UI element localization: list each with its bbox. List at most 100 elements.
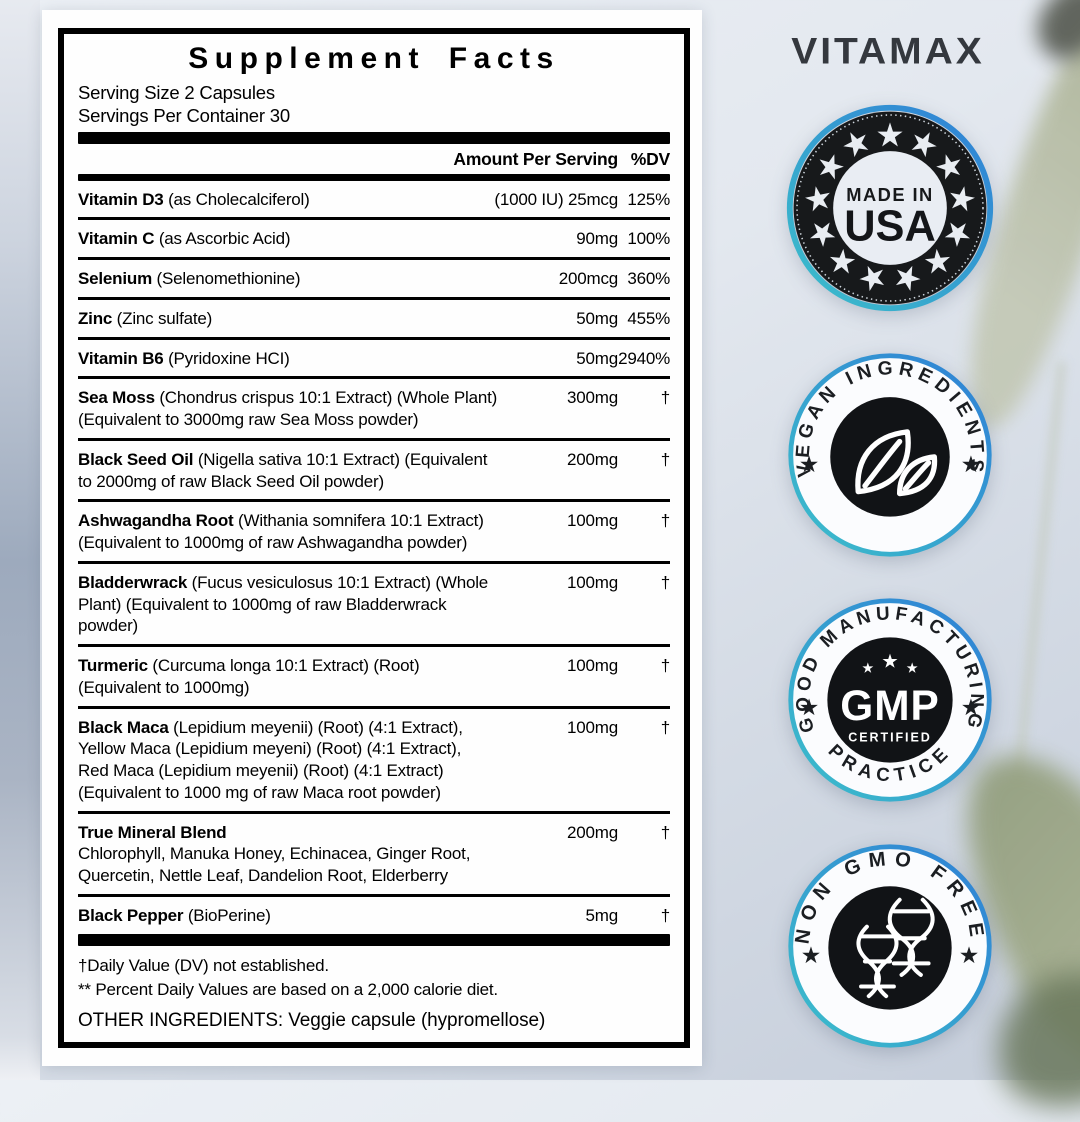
ingredient-name: Black Seed Oil — [78, 449, 194, 469]
ingredient-name: Ashwagandha Root — [78, 511, 234, 531]
ingredient-row: Turmeric (Curcuma longa 10:1 Extract) (R… — [78, 647, 670, 709]
ingredient-name: Sea Moss — [78, 388, 155, 408]
dv-value: † — [660, 511, 670, 531]
ingredient-row: Zinc (Zinc sulfate) 50mg 455% — [78, 300, 670, 340]
made-in-usa-badge: MADE IN USA — [784, 102, 996, 314]
amount-value: 5mg — [585, 905, 619, 925]
ingredient-row: Ashwagandha Root (Withania somnifera 10:… — [78, 502, 670, 564]
ingredient-row: Vitamin C (as Ascorbic Acid) 90mg 100% — [78, 220, 670, 261]
vegan-seal: VEGAN INGREDIENTS — [788, 353, 992, 557]
ingredient-desc: (Curcuma longa 10:1 Extract) (Root) (Equ… — [78, 656, 420, 697]
dv-value: 125% — [627, 189, 670, 209]
serving-size: Serving Size 2 Capsules — [78, 82, 275, 103]
ingredient-desc-line: Chlorophyll, Manuka Honey, Echinacea, Gi… — [78, 844, 471, 864]
ingredient-name: True Mineral Blend — [78, 822, 227, 842]
non-gmo-seal: NON GMO FREE — [788, 844, 992, 1048]
amount-value: 100mg — [567, 656, 618, 676]
dv-value: 455% — [627, 308, 670, 328]
dv-value: † — [660, 449, 670, 469]
ingredient-name-cell: True Mineral Blend Chlorophyll, Manuka H… — [78, 822, 506, 887]
ingredient-row: Vitamin B6 (Pyridoxine HCI) 50mg 2940% — [78, 340, 670, 380]
amount-value: 200mg — [567, 449, 618, 469]
ingredient-desc: (Fucus vesiculosus 10:1 Extract) (Whole … — [78, 572, 489, 636]
ingredient-desc-line: Red Maca (Lepidium meyenii) (Root) (4:1 … — [78, 761, 444, 781]
ingredient-desc: (Withania somnifera 10:1 Extract) (Equiv… — [78, 511, 484, 553]
ingredient-row: Vitamin D3 (as Cholecalciferol) (1000 IU… — [78, 181, 670, 221]
ingredient-name: Turmeric — [78, 656, 148, 676]
ingredient-desc: (Selenomethionine) — [151, 269, 301, 289]
gmp-certified-label: CERTIFIED — [848, 730, 931, 744]
ingredient-desc: (Chondrus crispus 10:1 Extract) (Whole P… — [78, 388, 498, 430]
ingredient-row: Sea Moss (Chondrus crispus 10:1 Extract)… — [78, 379, 670, 441]
dv-value: † — [660, 822, 670, 842]
made-in-label: MADE IN — [846, 184, 933, 205]
ingredient-desc-line: Quercetin, Nettle Leaf, Dandelion Root, … — [78, 866, 448, 886]
ingredient-name: Black Pepper — [78, 905, 184, 925]
ingredient-name: Zinc — [78, 308, 113, 328]
gmp-label: GMP — [840, 682, 939, 729]
ingredient-row: Black Maca (Lepidium meyenii) (Root) (4:… — [78, 709, 670, 814]
ingredient-name-cell: Black Seed Oil (Nigella sativa 10:1 Extr… — [78, 449, 506, 493]
divider-bar — [78, 132, 670, 145]
ingredient-name: Vitamin B6 — [78, 348, 164, 368]
ingredient-desc: (Nigella sativa 10:1 Extract) (Equivalen… — [78, 449, 488, 491]
dv-value: † — [660, 905, 670, 925]
ingredient-name-cell: Vitamin C (as Ascorbic Acid) — [78, 228, 506, 250]
dv-value: † — [660, 572, 670, 592]
footnote-percent: ** Percent Daily Values are based on a 2… — [78, 979, 498, 999]
ingredient-desc: (Lepidium meyenii) (Root) (4:1 Extract), — [168, 717, 463, 737]
amount-value: 50mg — [576, 308, 618, 328]
dna-icon — [856, 897, 935, 999]
ingredient-row: Bladderwrack (Fucus vesiculosus 10:1 Ext… — [78, 564, 670, 648]
ingredient-name-cell: Vitamin D3 (as Cholecalciferol) — [78, 189, 494, 211]
brand-logo: VITAMAX — [791, 30, 985, 73]
divider-bar — [78, 933, 670, 946]
decorative-stem — [1013, 360, 1066, 790]
non-gmo-badge: NON GMO FREE — [784, 840, 996, 1052]
ingredient-desc: (Pyridoxine HCI) — [163, 348, 290, 368]
amount-value: 200mg — [567, 822, 618, 842]
gmp-seal: GOOD MANUFACTURING PRACTICE GMP CERTIFIE… — [788, 598, 992, 802]
ingredient-row: Selenium (Selenomethionine) 200mcg 360% — [78, 260, 670, 300]
ingredient-name-cell: Black Pepper (BioPerine) — [78, 905, 506, 927]
dv-value: † — [660, 717, 670, 737]
footnote-dagger: †Daily Value (DV) not established. — [78, 955, 329, 975]
background-left-strip — [0, 0, 40, 1080]
leaf-icon — [855, 429, 938, 497]
ingredient-name-cell: Bladderwrack (Fucus vesiculosus 10:1 Ext… — [78, 572, 506, 637]
column-header: Amount Per Serving %DV — [78, 144, 670, 174]
gmp-certified-badge: GOOD MANUFACTURING PRACTICE GMP CERTIFIE… — [784, 594, 996, 806]
dv-value: 2940% — [618, 348, 670, 368]
ingredient-desc: (BioPerine) — [183, 905, 271, 925]
ingredient-name: Vitamin D3 — [78, 189, 164, 209]
dv-value: 360% — [627, 269, 670, 289]
ingredient-name-cell: Zinc (Zinc sulfate) — [78, 308, 506, 330]
usa-label: USA — [844, 203, 936, 251]
dv-value: † — [660, 656, 670, 676]
ingredient-desc: (as Cholecalciferol) — [163, 189, 310, 209]
ingredient-name-cell: Selenium (Selenomethionine) — [78, 268, 506, 290]
ingredient-name-cell: Vitamin B6 (Pyridoxine HCI) — [78, 348, 506, 370]
facts-title: Supplement Facts — [188, 42, 560, 75]
ingredient-row: True Mineral Blend Chlorophyll, Manuka H… — [78, 814, 670, 897]
ingredient-name-cell: Sea Moss (Chondrus crispus 10:1 Extract)… — [78, 387, 506, 431]
servings-per-container: Servings Per Container 30 — [78, 104, 290, 126]
amount-value: 200mcg — [558, 269, 618, 289]
ingredient-name-cell: Ashwagandha Root (Withania somnifera 10:… — [78, 510, 506, 554]
ingredient-desc: (Zinc sulfate) — [112, 308, 213, 328]
made-in-usa-seal: MADE IN USA — [786, 104, 994, 312]
other-ingredients: OTHER INGREDIENTS: Veggie capsule (hypro… — [78, 1010, 546, 1032]
amount-value: 100mg — [567, 717, 618, 737]
supplement-facts-panel: Supplement Facts Serving Size 2 Capsules… — [42, 10, 702, 1066]
dv-value: 100% — [627, 229, 670, 249]
ingredient-name-cell: Black Maca (Lepidium meyenii) (Root) (4:… — [78, 717, 506, 804]
amount-value: (1000 IU) 25mcg — [494, 189, 618, 209]
ingredient-name: Bladderwrack — [78, 572, 188, 592]
ingredient-desc-line: (Equivalent to 1000 mg of raw Maca root … — [78, 782, 441, 802]
amount-value: 50mg — [576, 348, 618, 368]
facts-border-box: Supplement Facts Serving Size 2 Capsules… — [58, 28, 690, 1048]
ingredient-name: Selenium — [78, 269, 152, 289]
amount-value: 300mg — [567, 388, 618, 408]
